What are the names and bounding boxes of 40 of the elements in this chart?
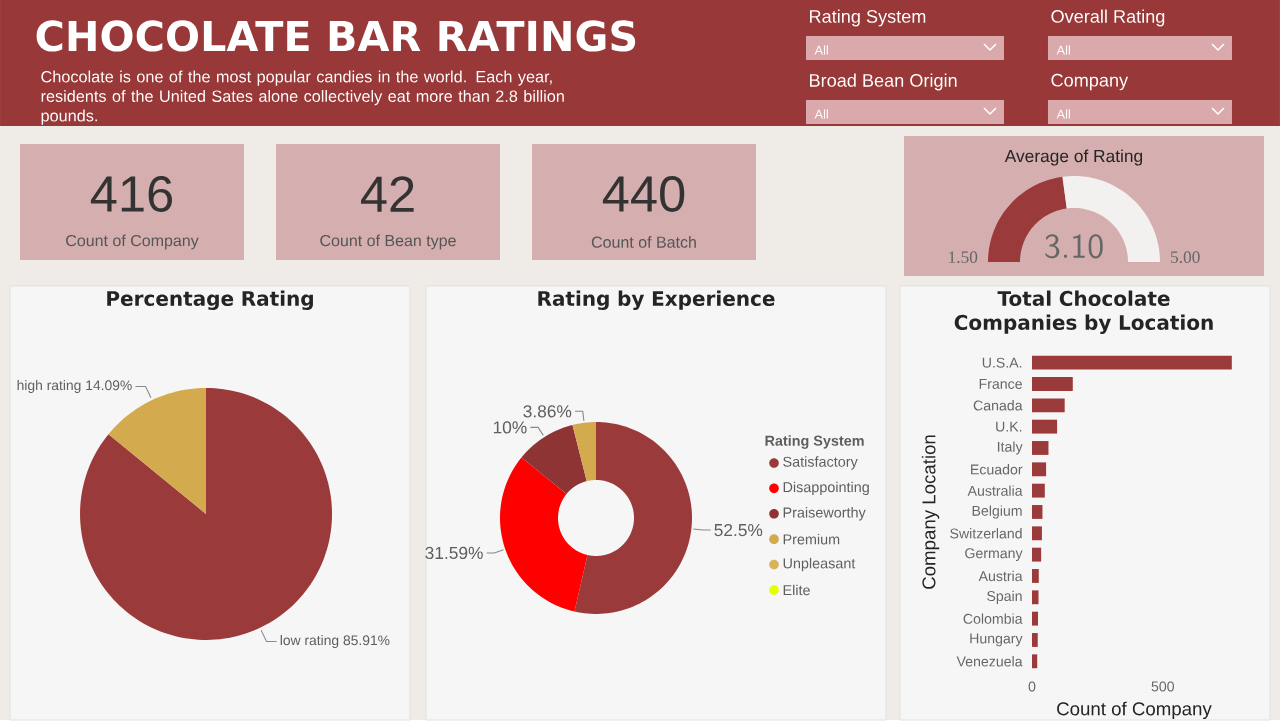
text: 1.50	[949, 251, 978, 264]
data-label: 416	[90, 176, 173, 212]
text: Rating System	[810, 9, 926, 27]
bar	[1031, 611, 1038, 626]
text: Overall Rating	[1051, 9, 1165, 27]
data-label: 52.5%	[714, 523, 763, 537]
chart-title: Average of Rating	[1004, 149, 1143, 166]
bar	[1031, 590, 1039, 605]
category-label: Count of Batch	[591, 236, 696, 248]
chart-title: Rating by Experience	[538, 290, 775, 311]
text: 5.00	[1171, 251, 1200, 264]
bar	[1031, 569, 1039, 583]
bar	[1031, 462, 1047, 477]
chart-title: Percentage Rating	[107, 290, 313, 311]
bar	[1031, 441, 1049, 455]
bar	[1031, 526, 1042, 541]
bar	[1031, 377, 1073, 391]
text: Company	[1051, 73, 1129, 91]
data-label: 31.59%	[425, 546, 483, 560]
chart-title: Total Chocolate Companies by Location	[954, 290, 1213, 335]
data-label: 3.86%	[523, 405, 572, 418]
text: 3.10	[1045, 234, 1103, 259]
bar	[1031, 355, 1232, 370]
data-label: 10%	[493, 421, 527, 434]
bar	[1031, 398, 1065, 413]
text: Broad Bean Origin	[810, 73, 957, 91]
bar	[1031, 633, 1038, 647]
x-axis-title: Count of Company	[1057, 701, 1212, 720]
category-label: Count of Company	[66, 234, 199, 250]
data-label: 440	[602, 176, 685, 212]
y-axis-title: Company Location	[921, 435, 940, 589]
bar	[1031, 505, 1043, 519]
bar	[1031, 483, 1045, 498]
text: Chocolate is one of the most popular candies in the world. Each year, residents of the United Sates alone collectively eat more than 2.8 billion pounds.	[41, 70, 564, 125]
bar	[1031, 654, 1038, 669]
bar	[1031, 547, 1042, 562]
text: CHOCOLATE BAR RATINGS	[36, 20, 636, 52]
category-label: Count of Bean type	[320, 234, 456, 250]
bar	[1031, 419, 1058, 434]
data-label: 42	[361, 176, 414, 212]
